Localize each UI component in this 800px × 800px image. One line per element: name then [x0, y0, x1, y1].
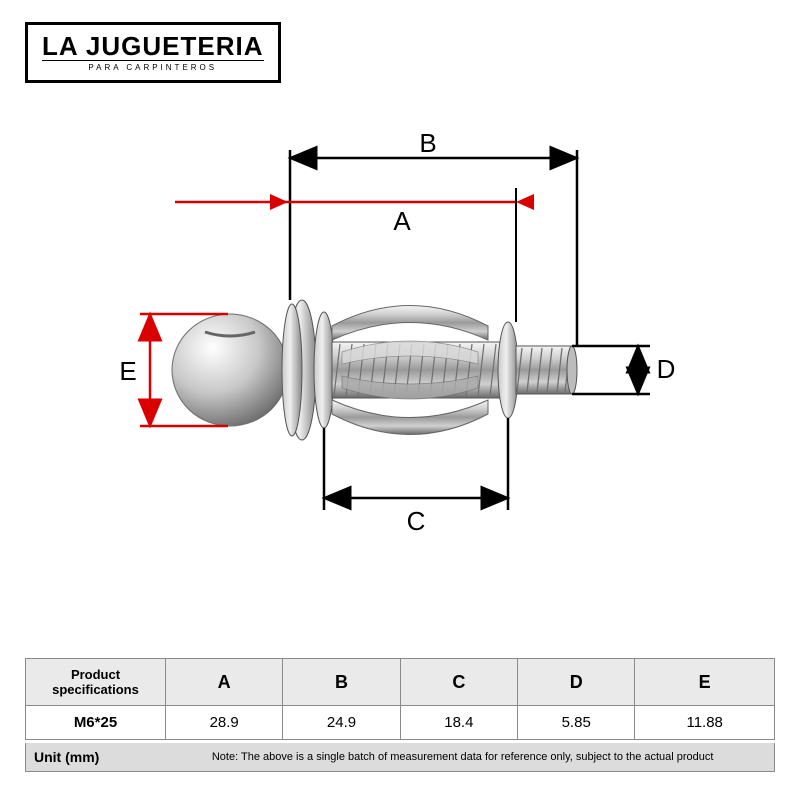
value-d: 5.85	[518, 706, 635, 740]
spec-header-label: Product specifications	[26, 659, 166, 706]
value-c: 18.4	[400, 706, 517, 740]
col-e: E	[635, 659, 775, 706]
unit-row: Unit (mm) Note: The above is a single ba…	[25, 743, 775, 772]
brand-logo: LA JUGUETERIA PARA CARPINTEROS	[25, 22, 281, 83]
dim-label-c: C	[407, 506, 426, 536]
table-row: M6*25 28.9 24.9 18.4 5.85 11.88	[26, 706, 775, 740]
value-b: 24.9	[283, 706, 400, 740]
logo-main-text: LA JUGUETERIA	[42, 31, 264, 62]
value-a: 28.9	[166, 706, 283, 740]
unit-label: Unit (mm)	[34, 749, 99, 765]
dim-label-e: E	[119, 356, 136, 386]
dim-label-b: B	[419, 130, 436, 158]
col-c: C	[400, 659, 517, 706]
unit-note: Note: The above is a single batch of mea…	[159, 751, 766, 763]
dim-label-d: D	[657, 354, 676, 384]
col-b: B	[283, 659, 400, 706]
model-cell: M6*25	[26, 706, 166, 740]
dim-label-a: A	[393, 206, 411, 236]
col-d: D	[518, 659, 635, 706]
value-e: 11.88	[635, 706, 775, 740]
bolt-dimension-diagram: B A E D C	[110, 130, 690, 550]
table-header-row: Product specifications A B C D E	[26, 659, 775, 706]
col-a: A	[166, 659, 283, 706]
specification-table: Product specifications A B C D E M6*25 2…	[25, 658, 775, 740]
